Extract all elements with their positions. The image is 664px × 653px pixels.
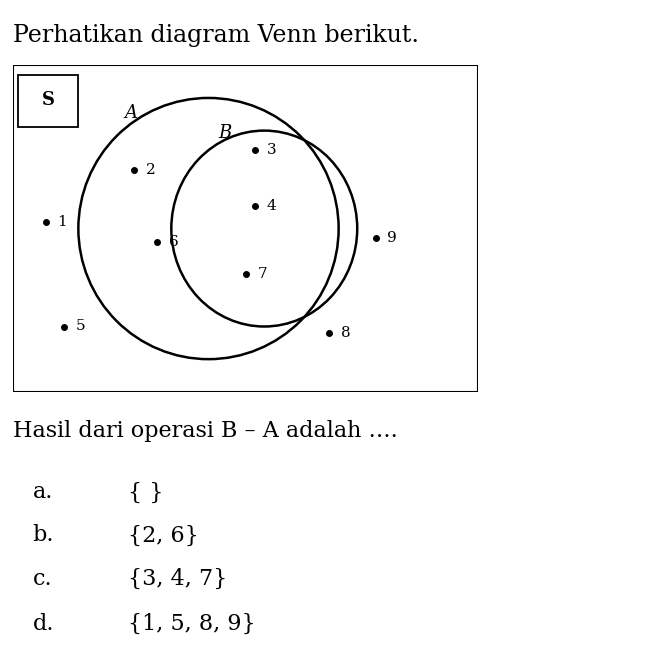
Text: S: S [42,91,54,108]
Text: 7: 7 [257,267,267,281]
Text: {1, 5, 8, 9}: {1, 5, 8, 9} [128,613,256,635]
Text: 3: 3 [267,143,276,157]
Text: Hasil dari operasi B – A adalah ….: Hasil dari operasi B – A adalah …. [13,420,398,442]
Text: c.: c. [33,567,52,590]
Text: a.: a. [33,481,52,503]
FancyBboxPatch shape [18,75,78,127]
Text: 6: 6 [169,234,179,249]
Text: B: B [218,124,231,142]
Text: { }: { } [128,481,163,503]
Text: A: A [125,104,138,123]
Text: 2: 2 [146,163,155,177]
Text: 8: 8 [341,326,351,340]
Text: 1: 1 [58,215,67,229]
Text: 4: 4 [267,199,276,213]
Text: d.: d. [33,613,54,635]
Text: b.: b. [33,524,54,547]
Text: 9: 9 [388,231,397,246]
Text: 5: 5 [76,319,86,334]
Text: Perhatikan diagram Venn berikut.: Perhatikan diagram Venn berikut. [13,24,419,48]
Text: {3, 4, 7}: {3, 4, 7} [128,567,227,590]
Text: {2, 6}: {2, 6} [128,524,199,547]
